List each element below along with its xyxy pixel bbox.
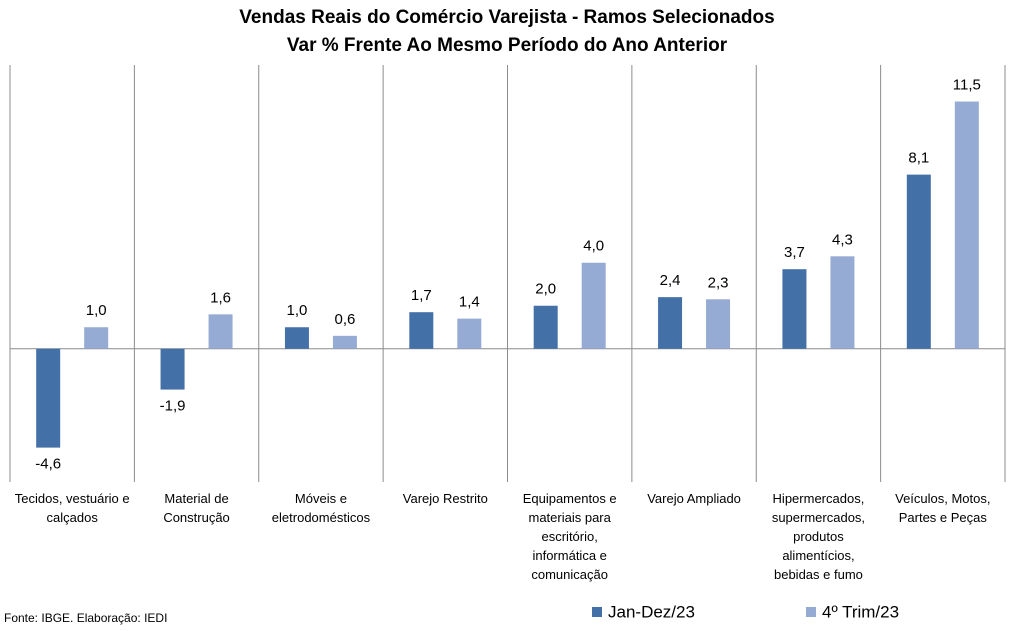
x-tick-label: Tecidos, vestuário e calçados: [14, 491, 130, 525]
chart-subtitle: Var % Frente Ao Mesmo Período do Ano Ant…: [287, 35, 728, 56]
bar: [906, 174, 931, 349]
bar: [658, 297, 683, 349]
source-note: Fonte: IBGE. Elaboração: IEDI: [4, 611, 167, 625]
value-label: 0,6: [335, 311, 356, 328]
bar: [36, 348, 61, 448]
x-tick-label: Varejo Ampliado: [647, 491, 741, 506]
value-label: -4,6: [35, 456, 61, 473]
value-label: 1,0: [287, 302, 308, 319]
bar: [284, 327, 309, 349]
bar: [208, 314, 233, 349]
value-label: 2,3: [708, 274, 729, 291]
value-label: 1,6: [210, 289, 231, 306]
bar: [581, 262, 606, 349]
value-label: 8,1: [908, 150, 929, 167]
legend-swatch: [806, 607, 816, 617]
value-label: 1,0: [86, 302, 107, 319]
x-tick-label: Móveis e eletrodomésticos: [271, 491, 371, 525]
x-tick-label: Equipamentos e materiais para escritório…: [522, 491, 617, 582]
bar: [954, 101, 979, 349]
bar: [160, 348, 185, 390]
value-label: -1,9: [160, 398, 186, 415]
x-tick-label: Hipermercados, supermercados, produtos a…: [771, 491, 866, 582]
x-tick-label: Veículos, Motos, Partes e Peças: [895, 491, 991, 525]
bar: [457, 318, 482, 349]
value-label: 3,7: [784, 244, 805, 261]
value-label: 4,3: [832, 231, 853, 248]
bar: [830, 256, 855, 349]
value-label: 2,0: [535, 281, 556, 298]
legend-swatch: [592, 607, 602, 617]
legend-label: Jan-Dez/23: [608, 602, 695, 621]
bar: [409, 312, 434, 349]
x-tick-label: Material de Construção: [163, 491, 230, 525]
bar: [533, 305, 558, 349]
value-label: 4,0: [583, 238, 604, 255]
value-label: 2,4: [660, 272, 681, 289]
value-label: 11,5: [953, 77, 981, 94]
bar: [84, 327, 109, 349]
bar: [782, 269, 807, 349]
bar: [706, 299, 731, 349]
value-label: 1,7: [411, 287, 432, 304]
chart-title: Vendas Reais do Comércio Varejista - Ram…: [239, 7, 774, 28]
legend-label: 4º Trim/23: [822, 602, 899, 621]
x-tick-label: Varejo Restrito: [402, 491, 488, 506]
value-label: 1,4: [459, 294, 480, 311]
bar: [332, 335, 357, 349]
